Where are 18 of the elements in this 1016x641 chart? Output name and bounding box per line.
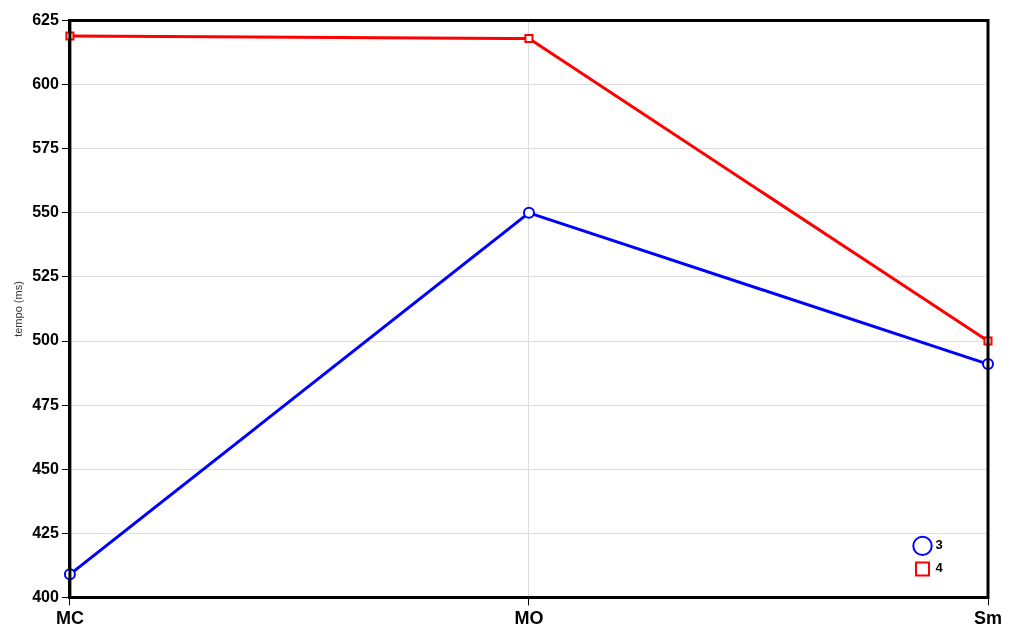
x-tick-label: MC (55, 608, 84, 629)
y-tick-label: 575 (32, 139, 59, 157)
y-tick-label: 600 (32, 75, 59, 93)
point (524, 34, 534, 44)
y-tick-label: 475 (32, 395, 59, 413)
y-axis-title: tempo (ms) (11, 281, 24, 337)
y-tick-label: 425 (32, 523, 59, 541)
y-tick-label: 625 (32, 11, 59, 29)
legend-label: 3 (935, 537, 943, 553)
x-tick-label: MO (514, 608, 544, 629)
y-tick-label: 400 (32, 587, 59, 605)
y-tick-label: 500 (32, 331, 59, 349)
y-tick-label: 550 (32, 203, 59, 221)
y-tick-label: 450 (32, 459, 59, 477)
legend-label: 4 (935, 560, 944, 576)
x-tick-label: Sm (973, 608, 1003, 629)
y-tick-label: 525 (32, 267, 59, 285)
point (522, 206, 535, 219)
